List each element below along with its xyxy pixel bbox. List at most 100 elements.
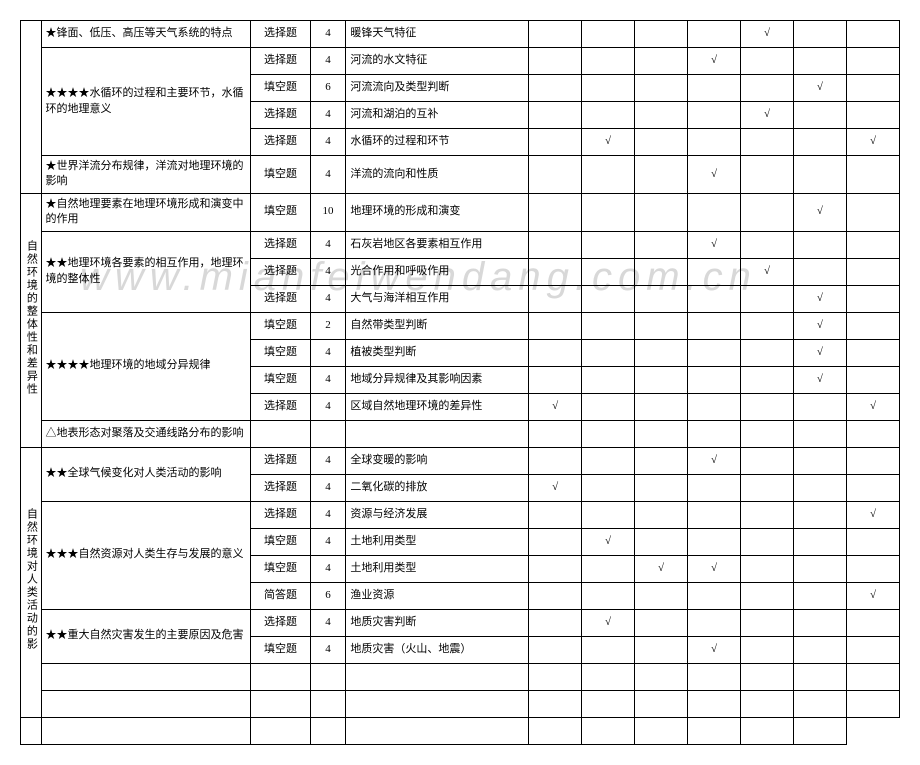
tested-content-cell: 自然带类型判断 [346,312,529,339]
question-type-cell: 选择题 [251,21,310,48]
check-cell [635,312,688,339]
check-cell [346,717,529,744]
check-cell: √ [529,393,582,420]
check-cell [688,285,741,312]
question-type-cell [251,663,310,690]
tested-content-cell: 地质灾害判断 [346,609,529,636]
question-type-cell: 选择题 [251,258,310,285]
check-cell [635,285,688,312]
tested-content-cell [346,663,529,690]
tested-content-cell: 地理环境的形成和演变 [346,193,529,231]
check-cell [529,193,582,231]
check-cell [793,474,846,501]
check-cell [846,366,899,393]
check-cell [635,474,688,501]
table-row [21,717,900,744]
check-cell [793,21,846,48]
check-cell [635,258,688,285]
check-cell [688,102,741,129]
check-cell [529,555,582,582]
check-cell [846,21,899,48]
check-cell [740,48,793,75]
question-type-cell: 填空题 [251,366,310,393]
check-cell [846,312,899,339]
knowledge-point-cell [41,690,251,717]
check-cell [635,102,688,129]
check-cell [582,366,635,393]
check-cell [688,258,741,285]
check-cell: √ [582,609,635,636]
check-cell [529,231,582,258]
tested-content-cell: 暖锋天气特征 [346,21,529,48]
check-cell [846,339,899,366]
check-cell [582,582,635,609]
score-cell: 4 [310,447,346,474]
score-cell: 4 [310,102,346,129]
section-cell [21,21,42,194]
score-cell: 6 [310,75,346,102]
check-cell [582,231,635,258]
check-cell [846,636,899,663]
table-row: ★★地理环境各要素的相互作用，地理环境的整体性选择题4石灰岩地区各要素相互作用√ [21,231,900,258]
question-type-cell: 填空题 [251,75,310,102]
check-cell [529,717,582,744]
check-cell [582,193,635,231]
check-cell [793,393,846,420]
knowledge-point-cell: ★★★★水循环的过程和主要环节，水循环的地理意义 [41,48,251,156]
check-cell [846,609,899,636]
tested-content-cell: 全球变暖的影响 [346,447,529,474]
table-row [21,690,900,717]
check-cell [740,663,793,690]
check-cell [635,393,688,420]
check-cell [529,48,582,75]
check-cell [846,663,899,690]
score-cell: 4 [310,48,346,75]
question-type-cell: 填空题 [251,312,310,339]
check-cell [793,129,846,156]
check-cell [793,231,846,258]
score-cell: 4 [310,21,346,48]
tested-content-cell: 资源与经济发展 [346,501,529,528]
check-cell [793,528,846,555]
check-cell [740,582,793,609]
question-type-cell: 填空题 [251,339,310,366]
tested-content-cell: 二氧化碳的排放 [346,474,529,501]
question-type-cell [41,717,251,744]
check-cell [688,663,741,690]
check-cell [793,102,846,129]
section-label: 自然环境的整体性和差异性 [24,240,37,396]
score-cell [310,420,346,447]
check-cell [846,102,899,129]
check-cell [582,636,635,663]
table-row: ★★★自然资源对人类生存与发展的意义选择题4资源与经济发展√ [21,501,900,528]
score-cell: 4 [310,555,346,582]
check-cell [846,285,899,312]
check-cell [846,690,899,717]
check-cell [740,717,793,744]
check-cell: √ [740,102,793,129]
check-cell [529,609,582,636]
check-cell [635,609,688,636]
check-cell: √ [582,129,635,156]
check-cell [740,285,793,312]
table-row: 自然环境对人类活动的影★★全球气候变化对人类活动的影响选择题4全球变暖的影响√ [21,447,900,474]
score-cell: 4 [310,285,346,312]
check-cell [635,129,688,156]
check-cell [582,312,635,339]
check-cell [793,717,846,744]
question-type-cell: 选择题 [251,102,310,129]
knowledge-point-cell: ★世界洋流分布规律，洋流对地理环境的影响 [41,156,251,194]
check-cell [688,75,741,102]
check-cell [529,156,582,194]
check-cell [582,48,635,75]
check-cell [740,129,793,156]
score-cell: 4 [310,528,346,555]
check-cell: √ [529,474,582,501]
check-cell: √ [846,129,899,156]
table-row: ★★★★水循环的过程和主要环节，水循环的地理意义选择题4河流的水文特征√ [21,48,900,75]
check-cell [582,21,635,48]
check-cell: √ [688,636,741,663]
check-cell [635,75,688,102]
check-cell [582,501,635,528]
knowledge-point-cell: ★★★自然资源对人类生存与发展的意义 [41,501,251,609]
